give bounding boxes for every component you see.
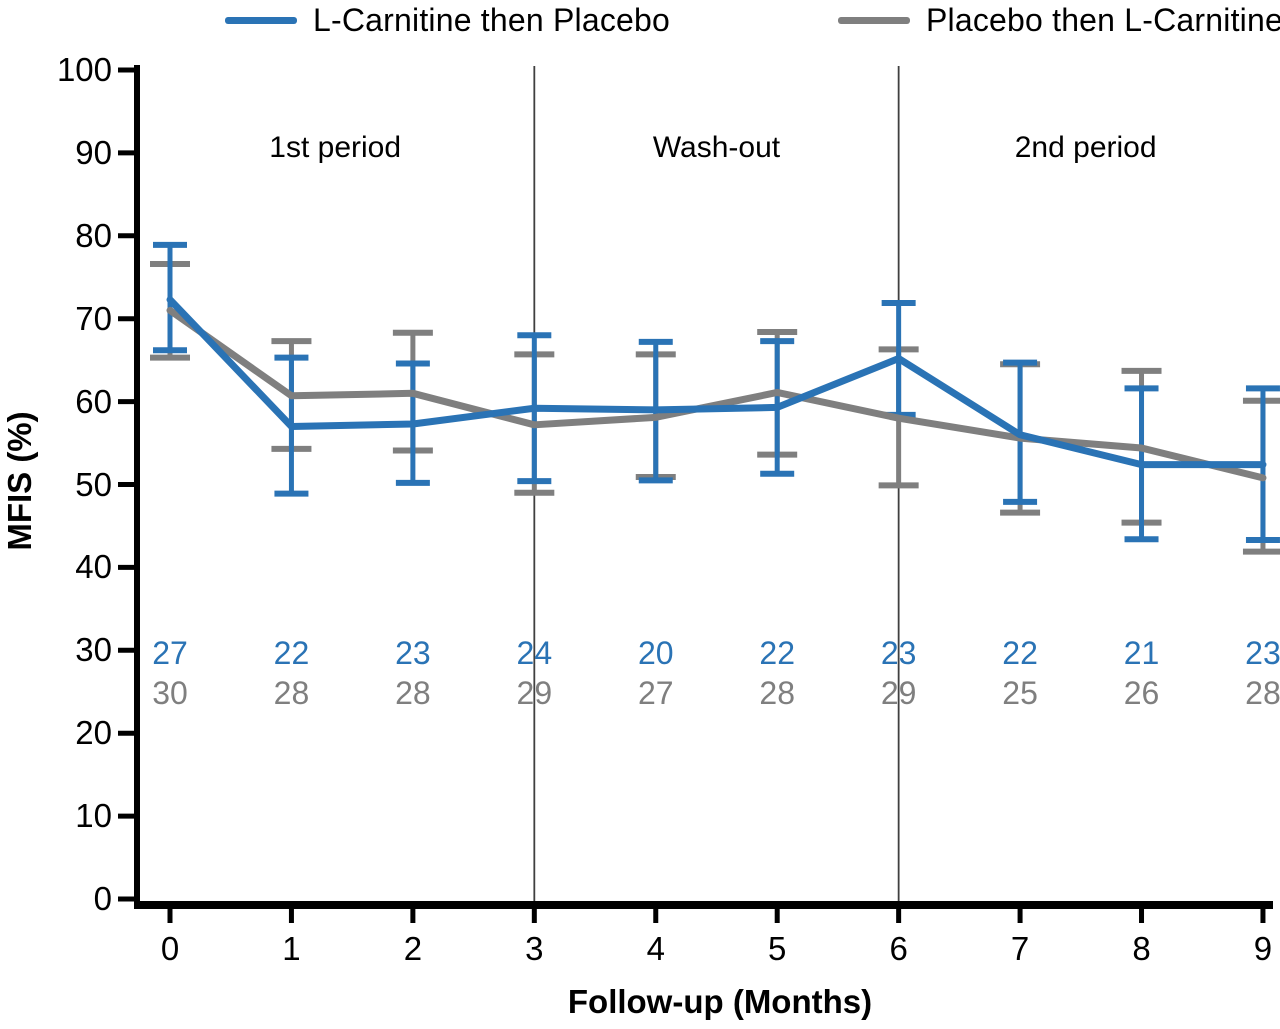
x-tick-label: 4 [646,930,665,967]
legend-line-swatch-gray [837,17,910,24]
y-tick-label: 60 [75,382,112,420]
y-tick-label: 100 [56,51,112,88]
x-tick-label: 6 [889,930,908,967]
period-annotation: 2nd period [1014,131,1157,164]
x-tick-label: 5 [768,930,787,967]
legend-line-swatch-blue [225,17,297,24]
period-annotation: Wash-out [652,131,781,164]
n-at-risk-value: 28 [273,675,310,711]
x-tick-label: 8 [1132,930,1151,967]
y-tick-label: 40 [75,548,112,586]
n-at-risk-value: 24 [516,635,553,671]
n-at-risk-value: 28 [395,675,431,711]
n-at-risk-value: 28 [759,675,795,711]
n-at-risk-value: 28 [1245,675,1280,711]
series-line [166,296,1267,469]
n-at-risk-value: 30 [152,675,188,711]
n-at-risk-value: 23 [880,635,917,671]
y-axis-title: MFIS (%) [1,411,38,551]
n-at-risk-value: 25 [1002,675,1038,711]
x-tick-label: 3 [525,930,544,967]
x-axis-title: Follow-up (Months) [567,983,873,1020]
y-tick-label: 20 [75,714,112,752]
n-at-risk-value: 27 [152,635,188,671]
y-tick-label: 70 [75,299,112,337]
n-at-risk-value: 22 [759,635,795,671]
series-line [166,306,1267,482]
n-at-risk-value: 23 [395,635,431,671]
x-tick-label: 2 [403,930,423,967]
x-tick-label: 0 [160,930,180,967]
n-at-risk-value: 22 [1002,635,1038,671]
n-at-risk-value: 26 [1123,675,1160,711]
legend-label: Placebo then L-Carnitine [925,2,1280,38]
n-at-risk-value: 23 [1245,635,1280,671]
x-tick-label: 9 [1253,930,1273,967]
n-at-risk-value: 27 [637,675,674,711]
y-tick-label: 90 [75,133,112,171]
n-at-risk-value: 20 [637,635,674,671]
legend-item-lcarnitine-first: L-Carnitine then Placebo [225,2,670,39]
period-annotation: 1st period [269,131,402,164]
legend-label: L-Carnitine then Placebo [313,2,671,38]
y-tick-label: 50 [75,465,112,503]
chart-legend: L-Carnitine then Placebo Placebo then L-… [225,2,1280,39]
x-tick-label: 7 [1010,930,1030,967]
y-tick-label: 10 [75,797,112,835]
y-tick-label: 80 [75,216,112,254]
legend-item-placebo-first: Placebo then L-Carnitine [837,2,1280,39]
n-at-risk-value: 29 [516,675,553,711]
x-tick-label: 1 [282,930,301,967]
y-tick-label: 0 [93,880,112,917]
n-at-risk-value: 21 [1123,635,1160,671]
n-at-risk-value: 22 [273,635,310,671]
y-tick-label: 30 [75,631,112,669]
n-at-risk-value: 29 [880,675,917,711]
